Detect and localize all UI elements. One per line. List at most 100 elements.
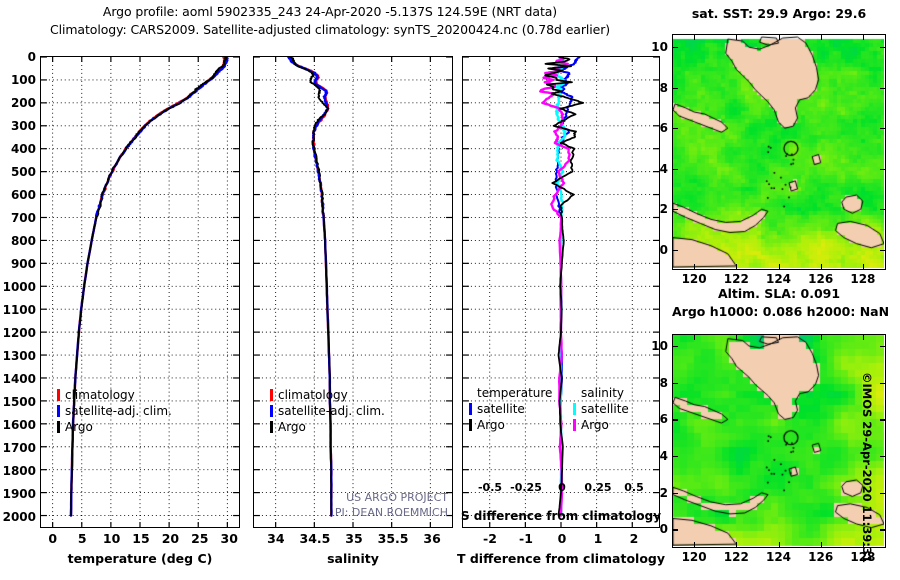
- map-tick: [736, 264, 738, 269]
- x-tick-label: 0: [48, 531, 58, 546]
- map-tick: [694, 335, 696, 340]
- legend-item: satellite: [469, 401, 552, 417]
- legend-group-label: temperature: [477, 386, 553, 400]
- map-lon-label: 128: [850, 272, 876, 286]
- legend-swatch-satellite-adj: [270, 405, 273, 417]
- x-tick-label: 30: [220, 531, 238, 546]
- t-difference-axis-title: T difference from climatology: [456, 551, 666, 566]
- map-tick: [673, 128, 678, 130]
- map-tick: [880, 87, 885, 89]
- salinity-plot-area: [254, 57, 452, 527]
- map-tick: [673, 249, 678, 251]
- depth-tick-label: 1600: [2, 418, 36, 433]
- map-lat-label: 8: [659, 375, 668, 390]
- map-tick: [880, 128, 885, 130]
- map-tick: [880, 168, 885, 170]
- depth-tick-label: 1900: [2, 487, 36, 502]
- temperature-profile-panel: climatology satellite-adj. clim. Argo te…: [3, 50, 240, 566]
- map-tick: [673, 382, 678, 384]
- project-credit-line2: PI: DEAN ROEMMICH: [334, 506, 448, 519]
- sst-map[interactable]: 120 122 124 126 128 0 2 4 6 8 10: [651, 34, 886, 286]
- map-lon-label: 124: [765, 550, 792, 564]
- x-tick-label: 35.5: [377, 531, 409, 546]
- sst-map-title: sat. SST: 29.9 Argo: 29.6: [691, 6, 867, 21]
- depth-tick-label: 800: [10, 234, 36, 249]
- map-tick: [673, 47, 678, 49]
- map-tick: [673, 168, 678, 170]
- map-tick: [880, 249, 885, 251]
- x-tick-label: 34.5: [299, 531, 331, 546]
- map-tick: [694, 542, 696, 547]
- map-tick: [820, 35, 822, 40]
- legend-header: salinity: [573, 385, 629, 401]
- map-tick: [736, 335, 738, 340]
- x-tick-label: -0.5: [477, 481, 503, 494]
- map-lat-label: 6: [659, 121, 668, 136]
- legend-header: temperature: [469, 385, 552, 401]
- x-tick-label: -0.25: [510, 481, 542, 494]
- map-lon-label: 122: [723, 272, 749, 286]
- legend-item: Argo: [57, 419, 172, 435]
- map-tick: [673, 209, 678, 211]
- map-tick: [880, 346, 885, 348]
- difference-plot-area: [463, 57, 659, 527]
- depth-tick-label: 600: [10, 188, 36, 203]
- map-tick: [736, 35, 738, 40]
- map-tick: [694, 35, 696, 40]
- x-tick-label: 0: [558, 481, 566, 494]
- legend-swatch-argo: [57, 421, 60, 433]
- map-lon-label: 128: [850, 550, 876, 564]
- map-tick: [673, 419, 678, 421]
- map-tick: [673, 529, 678, 531]
- map-lat-label: 0: [659, 242, 668, 257]
- map-tick: [862, 542, 865, 547]
- temperature-legend: climatology satellite-adj. clim. Argo: [57, 387, 172, 435]
- page-title-line2: Climatology: CARS2009. Satellite-adjuste…: [49, 22, 611, 37]
- x-tick-label: 0.5: [624, 481, 644, 494]
- legend-label: satellite: [477, 402, 525, 416]
- map-lat-label: 10: [651, 339, 668, 353]
- sla-map[interactable]: 120 122 124 126 128 0 2 4 6 8 10: [651, 334, 886, 564]
- legend-item: Argo: [270, 419, 385, 435]
- legend-item: climatology: [57, 387, 172, 403]
- legend-item: climatology: [270, 387, 385, 403]
- map-lon-label: 124: [765, 272, 792, 286]
- map-tick: [778, 335, 780, 340]
- legend-item: satellite-adj. clim.: [270, 403, 385, 419]
- s-difference-axis-title: S difference from climatology: [460, 509, 662, 523]
- depth-tick-label: 0: [27, 50, 36, 64]
- map-tick: [673, 346, 678, 348]
- map-lon-label: 120: [681, 272, 707, 286]
- legend-label: Argo: [278, 420, 306, 434]
- x-tick-label: 5: [77, 531, 87, 546]
- map-tick: [778, 542, 780, 547]
- salinity-legend: climatology satellite-adj. clim. Argo: [270, 387, 385, 435]
- map-lon-label: 122: [723, 550, 749, 564]
- map-tick: [880, 382, 885, 384]
- x-tick-label: 20: [161, 531, 180, 546]
- depth-tick-label: 1000: [2, 280, 36, 295]
- sla-map-title-line1: Altim. SLA: 0.091: [717, 286, 841, 301]
- map-tick: [820, 335, 822, 340]
- depth-tick-label: 500: [10, 165, 36, 180]
- x-tick-label: 25: [191, 531, 209, 546]
- depth-tick-label: 1200: [2, 326, 36, 341]
- depth-tick-label: 400: [10, 142, 36, 157]
- map-tick: [880, 419, 885, 421]
- depth-tick-label: 900: [10, 257, 36, 272]
- x-tick-label: 34: [267, 531, 285, 546]
- map-lat-label: 4: [659, 449, 668, 464]
- legend-label: satellite-adj. clim.: [65, 404, 172, 418]
- map-tick: [778, 264, 780, 269]
- legend-swatch-climatology: [270, 389, 273, 401]
- depth-tick-label: 300: [10, 119, 36, 134]
- map-tick: [673, 456, 678, 458]
- project-credit-line1: US ARGO PROJECT: [346, 491, 448, 504]
- map-lon-label: 126: [808, 550, 834, 564]
- depth-tick-label: 2000: [2, 510, 36, 525]
- map-lat-label: 8: [659, 80, 668, 95]
- map-tick: [820, 264, 822, 269]
- depth-tick-label: 200: [10, 96, 36, 111]
- map-lon-label: 120: [681, 550, 707, 564]
- salinity-axis-title: salinity: [327, 551, 379, 566]
